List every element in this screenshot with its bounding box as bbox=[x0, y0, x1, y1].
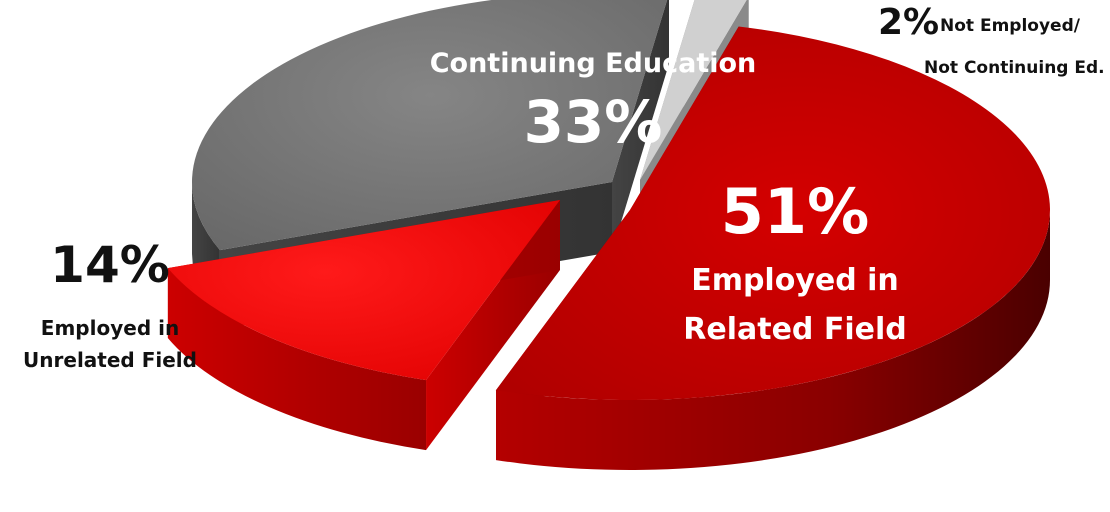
slice-label-none-line2: Not Continuing Ed. bbox=[924, 58, 1105, 78]
slice-pct-related: 51% bbox=[720, 175, 870, 248]
pie-slice-related bbox=[496, 26, 1050, 470]
slice-label-related-line2: Related Field bbox=[683, 312, 907, 347]
pie-slice-side bbox=[167, 268, 427, 451]
slice-label-unrelated-line2: Unrelated Field bbox=[23, 348, 197, 372]
slice-label-none-line1: Not Employed/ bbox=[940, 16, 1080, 36]
pie-slice-side bbox=[496, 210, 1050, 470]
slice-label-related-line1: Employed in bbox=[691, 263, 899, 298]
slice-pct-none: 2% bbox=[878, 2, 940, 43]
pie-slice-top bbox=[167, 200, 560, 381]
pie-slice-top bbox=[496, 26, 1050, 400]
slice-pct-unrelated: 14% bbox=[50, 236, 170, 294]
pie-slice-top bbox=[640, 0, 747, 180]
pie-slice-wall bbox=[612, 0, 670, 252]
slice-pct-continuing: 33% bbox=[523, 88, 663, 156]
pie-slice-unrelated bbox=[167, 200, 560, 451]
pie-slice-top bbox=[191, 0, 668, 251]
slice-label-continuing: Continuing Education bbox=[429, 48, 757, 79]
slice-label-unrelated-line1: Employed in bbox=[40, 316, 180, 340]
